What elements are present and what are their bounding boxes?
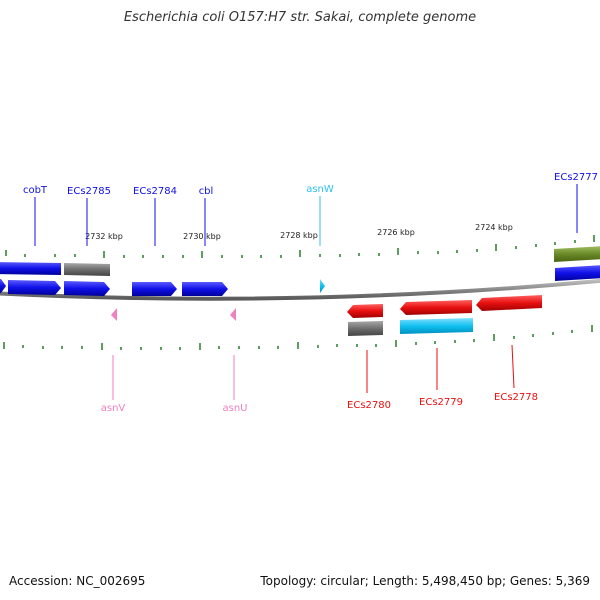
kbp-label-2726: 2726 kbp (377, 228, 415, 237)
label-ECs2784[interactable]: ECs2784 (133, 186, 177, 197)
reverse-feature-labels: asnV asnU ECs2780 ECs2779 ECs2778 (101, 344, 538, 414)
lower-tick-row (3, 325, 593, 350)
gene-block-forward-1[interactable] (0, 262, 61, 275)
label-asnW[interactable]: asnW (306, 184, 334, 195)
gene-block-gray-1[interactable] (64, 263, 110, 276)
gene-block-olive[interactable] (554, 246, 600, 262)
label-ECs2785[interactable]: ECs2785 (67, 186, 111, 197)
cds-arrow-ECs2784[interactable] (132, 282, 177, 296)
trna-arrow-asnW[interactable] (320, 279, 325, 293)
gene-block-gray-2[interactable] (348, 321, 383, 336)
cds-arrow-ECs2778[interactable] (476, 295, 542, 311)
genome-stats-text: Topology: circular; Length: 5,498,450 bp… (260, 574, 590, 588)
label-ECs2778[interactable]: ECs2778 (494, 392, 538, 403)
trna-arrow-asnV[interactable] (111, 308, 117, 321)
trna-arrow-asnU[interactable] (230, 308, 236, 321)
kbp-label-2728: 2728 kbp (280, 231, 318, 240)
label-asnV[interactable]: asnV (101, 403, 126, 414)
kbp-label-2732: 2732 kbp (85, 232, 123, 241)
kbp-label-2730: 2730 kbp (183, 232, 221, 241)
cds-arrow-ECs2780[interactable] (347, 304, 383, 318)
cds-arrow-left-edge[interactable] (0, 279, 6, 293)
accession-text: Accession: NC_002695 (9, 574, 146, 588)
map-title: Escherichia coli O157:H7 str. Sakai, com… (123, 10, 477, 25)
forward-feature-labels: cobT ECs2785 ECs2784 cbl asnW ECs2777 (23, 172, 598, 246)
cds-arrow-ECs2785[interactable] (64, 281, 110, 296)
gene-block-forward-ECs2777[interactable] (555, 265, 600, 281)
rna-block-cyan[interactable] (400, 318, 473, 334)
label-ECs2777[interactable]: ECs2777 (554, 172, 598, 183)
cds-arrow-cobT[interactable] (8, 280, 61, 295)
label-cbl[interactable]: cbl (199, 186, 214, 197)
label-ECs2780[interactable]: ECs2780 (347, 400, 391, 411)
upper-tick-row (5, 235, 595, 258)
kbp-label-2724: 2724 kbp (475, 223, 513, 232)
chromosome-backbone (0, 278, 600, 301)
cds-arrow-cbl[interactable] (182, 282, 228, 296)
cds-arrow-ECs2779[interactable] (400, 300, 472, 315)
label-cobT[interactable]: cobT (23, 185, 48, 196)
label-asnU[interactable]: asnU (223, 403, 248, 414)
label-ECs2779[interactable]: ECs2779 (419, 397, 463, 408)
